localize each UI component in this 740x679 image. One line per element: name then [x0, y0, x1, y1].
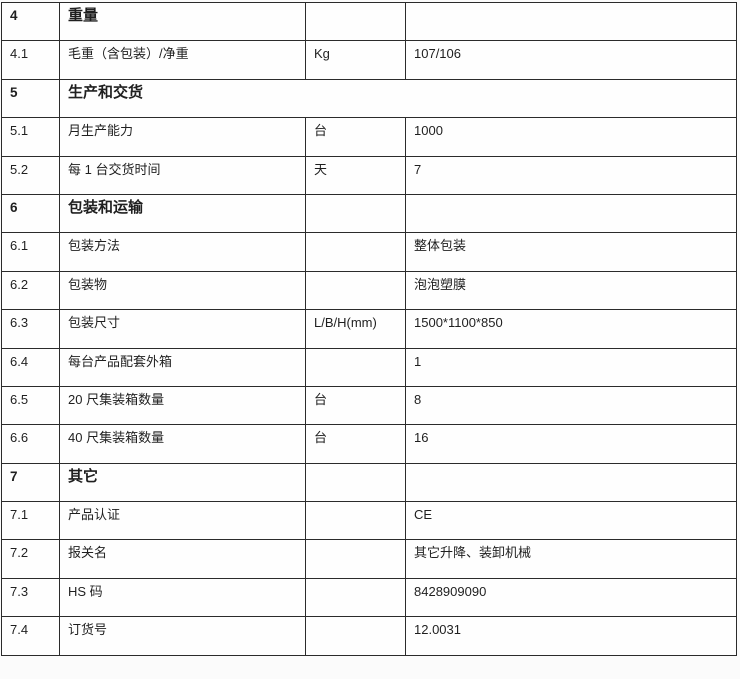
- cell-value: [405, 193, 737, 234]
- table-row: 7.2 报关名 其它升降、装卸机械: [1, 539, 737, 579]
- cell-unit: [305, 347, 406, 387]
- cell-item-label: 毛重（含包装）/净重: [59, 40, 306, 80]
- cell-value: 1500*1100*850: [405, 309, 737, 349]
- cell-number: 6.1: [1, 232, 60, 272]
- cell-item-label: 20 尺集装箱数量: [59, 385, 306, 426]
- cell-item-label: 包装和运输: [59, 193, 306, 234]
- section-row: 6 包装和运输: [1, 193, 737, 234]
- cell-unit: [305, 577, 406, 618]
- spec-table-body: 4 重量 4.1 毛重（含包装）/净重 Kg 107/106 5 生产和交货 5.1 月生产能力台…: [1, 1, 737, 656]
- cell-item-label: 包装方法: [59, 232, 306, 272]
- cell-unit: [305, 270, 406, 311]
- cell-unit: 台: [305, 117, 406, 157]
- cell-number: 5.2: [1, 155, 60, 195]
- cell-number: 7.2: [1, 539, 60, 579]
- cell-number: 5.1: [1, 117, 60, 157]
- cell-value: [405, 462, 737, 503]
- cell-number: 7.1: [1, 501, 60, 541]
- cell-item-label: 报关名: [59, 539, 306, 579]
- cell-unit: L/B/H(mm): [305, 309, 406, 349]
- cell-value: 8428909090: [405, 577, 737, 618]
- table-row: 6.2 包装物 泡泡塑膜: [1, 270, 737, 311]
- cell-item-label: 月生产能力: [59, 117, 306, 157]
- product-spec-table: 4 重量 4.1 毛重（含包装）/净重 Kg 107/106 5 生产和交货 5.1 月生产能力台…: [1, 1, 737, 656]
- cell-unit: [305, 232, 406, 272]
- cell-value: [405, 1, 737, 42]
- cell-value: 7: [405, 155, 737, 195]
- cell-unit: [305, 501, 406, 541]
- cell-value: 12.0031: [405, 616, 737, 656]
- cell-item-label: 包装尺寸: [59, 309, 306, 349]
- table-row: 5.2 每 1 台交货时间天 7: [1, 155, 737, 195]
- cell-item-label: 生产和交货: [59, 78, 737, 119]
- cell-value: 8: [405, 385, 737, 426]
- section-row: 4 重量: [1, 1, 737, 42]
- cell-unit: [305, 539, 406, 579]
- cell-value: CE: [405, 501, 737, 541]
- cell-number: 5: [1, 78, 60, 119]
- cell-number: 7.3: [1, 577, 60, 618]
- table-row: 6.3 包装尺寸 L/B/H(mm) 1500*1100*850: [1, 309, 737, 349]
- cell-number: 4: [1, 1, 60, 42]
- cell-number: 4.1: [1, 40, 60, 80]
- cell-unit: Kg: [305, 40, 406, 80]
- table-row: 6.5 20 尺集装箱数量台 8: [1, 385, 737, 426]
- cell-value: 其它升降、装卸机械: [405, 539, 737, 579]
- cell-item-label: 产品认证: [59, 501, 306, 541]
- cell-unit: [305, 193, 406, 234]
- cell-unit: 天: [305, 155, 406, 195]
- cell-item-label: 每 1 台交货时间: [59, 155, 306, 195]
- cell-item-label: 重量: [59, 1, 306, 42]
- cell-number: 7.4: [1, 616, 60, 656]
- cell-item-label: 其它: [59, 462, 306, 503]
- section-row: 5 生产和交货: [1, 78, 737, 119]
- cell-value: 整体包装: [405, 232, 737, 272]
- cell-number: 6.3: [1, 309, 60, 349]
- cell-unit: [305, 1, 406, 42]
- cell-number: 6.5: [1, 385, 60, 426]
- table-row: 7.4 订货号 12.0031: [1, 616, 737, 656]
- table-row: 6.6 40 尺集装箱数量台 16: [1, 424, 737, 464]
- cell-unit: [305, 616, 406, 656]
- cell-item-label: 每台产品配套外箱: [59, 347, 306, 387]
- cell-number: 6.2: [1, 270, 60, 311]
- table-row: 7.1 产品认证 CE: [1, 501, 737, 541]
- cell-value: 1000: [405, 117, 737, 157]
- cell-value: 泡泡塑膜: [405, 270, 737, 311]
- cell-value: 107/106: [405, 40, 737, 80]
- cell-item-label: 40 尺集装箱数量: [59, 424, 306, 464]
- table-row: 6.1 包装方法 整体包装: [1, 232, 737, 272]
- cell-item-label: 包装物: [59, 270, 306, 311]
- cell-number: 7: [1, 462, 60, 503]
- table-row: 6.4 每台产品配套外箱 1: [1, 347, 737, 387]
- cell-item-label: HS 码: [59, 577, 306, 618]
- cell-unit: 台: [305, 385, 406, 426]
- cell-unit: 台: [305, 424, 406, 464]
- table-row: 5.1 月生产能力台 1000: [1, 117, 737, 157]
- cell-value: 1: [405, 347, 737, 387]
- section-row: 7 其它: [1, 462, 737, 503]
- cell-item-label: 订货号: [59, 616, 306, 656]
- table-row: 7.3 HS 码 8428909090: [1, 577, 737, 618]
- cell-value: 16: [405, 424, 737, 464]
- cell-number: 6.6: [1, 424, 60, 464]
- cell-number: 6.4: [1, 347, 60, 387]
- table-row: 4.1 毛重（含包装）/净重 Kg 107/106: [1, 40, 737, 80]
- cell-unit: [305, 462, 406, 503]
- cell-number: 6: [1, 193, 60, 234]
